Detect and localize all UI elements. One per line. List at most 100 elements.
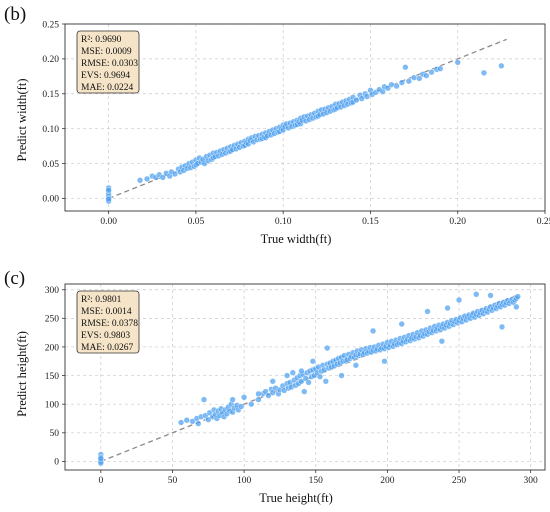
y-tick-label: 250 (45, 315, 60, 325)
metrics-box-background (76, 290, 140, 354)
data-point (309, 358, 316, 365)
data-point (177, 419, 185, 426)
data-point (352, 362, 359, 369)
data-point (428, 69, 435, 76)
x-tick-label: 250 (452, 476, 467, 486)
y-tick-label: 150 (45, 372, 60, 382)
data-point (498, 323, 506, 331)
data-points (105, 59, 505, 205)
x-ticks: 0 50 100 150 200 250 300 (98, 470, 538, 486)
data-point (241, 394, 248, 401)
data-point (97, 455, 104, 462)
data-point (255, 396, 262, 403)
y-tick-label: 0.25 (42, 20, 59, 30)
data-point (301, 388, 308, 395)
y-tick-label: 0.20 (42, 55, 59, 65)
data-point (195, 420, 202, 427)
data-point (398, 320, 405, 328)
y-tick-label: 0.00 (42, 195, 59, 205)
metric-mae: MAE: 0.0267 (81, 343, 134, 353)
x-tick-label: 50 (168, 476, 178, 486)
data-point (324, 344, 331, 352)
data-point (298, 378, 305, 385)
data-point (322, 378, 329, 385)
x-tick-label: 100 (237, 476, 252, 486)
y-tick-label: 50 (50, 429, 60, 439)
plot-frame (64, 23, 546, 212)
x-tick-label: 0.20 (449, 217, 466, 227)
x-tick-label: 200 (380, 476, 395, 486)
data-point (265, 392, 272, 399)
y-tick-label: 0.10 (42, 125, 59, 135)
y-tick-label: 0.05 (42, 160, 59, 170)
metric-mse: MSE: 0.0014 (81, 307, 132, 317)
x-tick-label: 300 (524, 476, 539, 486)
data-point (454, 59, 461, 66)
data-point (289, 369, 296, 376)
metric-r2: R²: 0.9801 (81, 295, 122, 305)
data-point (513, 303, 520, 310)
y-tick-label: 0 (54, 458, 59, 468)
metric-rmse: RMSE: 0.0303 (81, 59, 138, 69)
y-tick-label: 300 (45, 286, 60, 296)
x-tick-label: 0.00 (100, 217, 117, 227)
metric-evs: EVS: 0.9803 (81, 331, 130, 341)
data-point (444, 304, 451, 312)
data-point (143, 175, 151, 183)
data-point (205, 416, 212, 423)
metrics-box: R²: 0.9801 MSE: 0.0014 RMSE: 0.0378 EVS:… (76, 290, 140, 354)
x-tick-label: 0 (98, 476, 103, 486)
metric-rmse: RMSE: 0.0378 (81, 319, 138, 329)
metric-r2: R²: 0.9690 (81, 35, 122, 45)
data-point (381, 358, 388, 365)
data-point (438, 338, 445, 345)
y-ticks: 0.00 0.05 0.10 0.15 0.20 0.25 (42, 20, 65, 205)
chart-height: (c) 0 50 100 150 200 250 300 0 50 100 150 200 250 30… (4, 268, 546, 505)
data-point (410, 74, 418, 81)
x-axis-label: True height(ft) (259, 491, 333, 505)
panel-label-c: (c) (4, 268, 25, 289)
x-tick-label: 0.05 (188, 217, 205, 227)
data-point (423, 72, 430, 79)
data-point (238, 403, 245, 410)
metrics-box-background (76, 30, 140, 94)
data-point (159, 174, 166, 181)
data-point (171, 170, 179, 178)
metrics-box: R²: 0.9690 MSE: 0.0009 RMSE: 0.0303 EVS:… (76, 30, 140, 94)
plot-frame (64, 283, 546, 471)
chart-width: (b) 0.00 0.05 0.10 0.15 0.20 0.25 0.00 0.05 0.1… (4, 4, 550, 246)
data-point (388, 81, 395, 88)
y-axis-label: Predict width(ft) (15, 79, 29, 162)
x-tick-label: 0.15 (362, 217, 379, 227)
x-axis-label: True width(ft) (261, 232, 332, 246)
data-point (393, 82, 400, 90)
data-point (405, 78, 412, 85)
data-point (424, 308, 431, 315)
data-point (514, 293, 521, 300)
data-points (97, 291, 521, 467)
y-tick-label: 100 (45, 400, 60, 410)
metric-mse: MSE: 0.0009 (81, 47, 132, 57)
data-point (363, 93, 371, 100)
data-point (437, 65, 444, 72)
data-point (183, 417, 190, 424)
data-point (487, 292, 494, 299)
x-tick-label: 0.25 (537, 217, 550, 227)
data-point (269, 378, 276, 385)
data-point (416, 75, 423, 82)
x-ticks: 0.00 0.05 0.10 0.15 0.20 0.25 (100, 211, 550, 227)
metric-mae: MAE: 0.0224 (81, 83, 134, 93)
data-point (305, 379, 312, 386)
data-point (189, 418, 196, 425)
x-tick-label: 150 (309, 476, 324, 486)
data-point (369, 327, 377, 335)
data-point (402, 64, 409, 71)
data-point (338, 372, 345, 379)
data-point (480, 69, 488, 76)
data-point (229, 396, 236, 403)
data-point (283, 372, 291, 379)
data-point (248, 401, 255, 408)
data-point (298, 367, 305, 375)
data-point (136, 177, 144, 184)
